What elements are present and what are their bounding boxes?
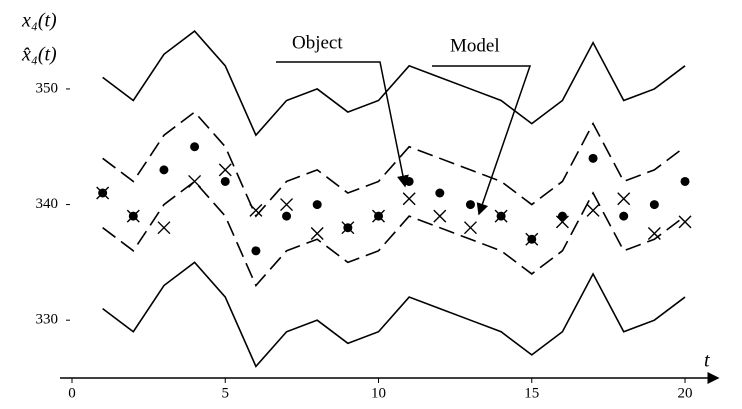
line	[102, 30, 686, 137]
object-point	[251, 246, 261, 256]
model-point	[372, 209, 386, 223]
y-axis-label: x̂₄(t)	[21, 44, 57, 66]
x-axis-label: t	[704, 350, 710, 372]
x-tick-label: 0	[68, 385, 76, 401]
object-point	[404, 176, 414, 186]
line	[102, 180, 686, 287]
object-point	[312, 200, 322, 210]
object-point	[282, 211, 292, 221]
object-point	[680, 176, 690, 186]
annotation: Object	[292, 32, 343, 53]
model-point	[310, 226, 324, 240]
model-point	[586, 203, 600, 217]
object-point	[159, 165, 169, 175]
y-tick-label: 330	[36, 312, 59, 328]
y-axis-label: x₄(t)	[21, 10, 57, 32]
object-point	[190, 142, 200, 152]
model-point	[678, 215, 692, 229]
model-point	[494, 209, 508, 223]
annotation: Model	[450, 35, 500, 56]
object-point	[557, 211, 567, 221]
object-point	[220, 176, 230, 186]
x-tick-label: 5	[222, 385, 230, 401]
model-point	[433, 209, 447, 223]
model-point	[218, 163, 232, 177]
object-point	[649, 200, 659, 210]
line	[102, 261, 686, 368]
x-tick-label: 10	[371, 385, 386, 401]
model-point	[341, 221, 355, 235]
x-tick-label: 20	[678, 385, 693, 401]
object-point	[619, 211, 629, 221]
model-point	[617, 192, 631, 206]
model-point	[463, 221, 477, 235]
model-point	[647, 226, 661, 240]
model-point	[555, 215, 569, 229]
model-point	[402, 192, 416, 206]
object-point	[435, 188, 445, 198]
model-point	[249, 203, 263, 217]
model-point	[525, 232, 539, 246]
model-point	[280, 198, 294, 212]
x-tick-label: 15	[524, 385, 539, 401]
object-point	[465, 200, 475, 210]
annotation-arrow	[276, 61, 409, 188]
object-point	[588, 153, 598, 163]
y-tick-label: 340	[36, 196, 59, 212]
annotation-arrow	[432, 65, 532, 216]
model-point	[96, 186, 110, 200]
model-point	[126, 209, 140, 223]
line	[102, 110, 686, 218]
model-point	[157, 221, 171, 235]
y-tick-label: 350	[36, 80, 59, 96]
